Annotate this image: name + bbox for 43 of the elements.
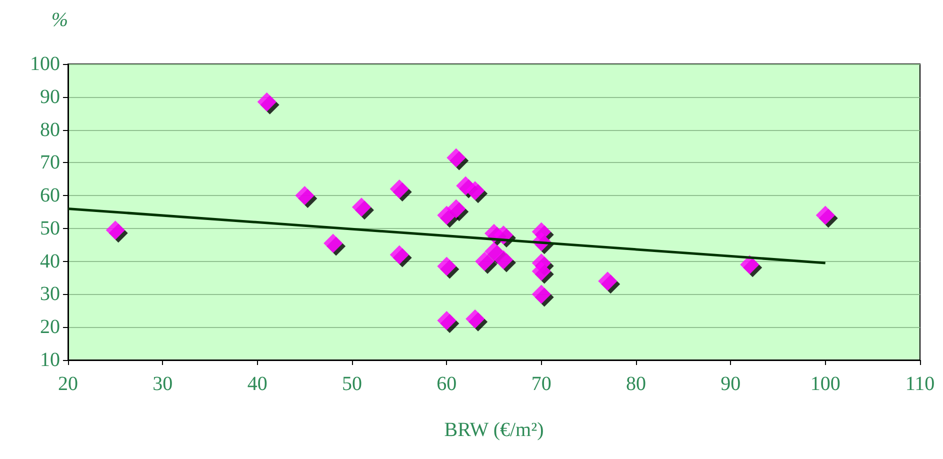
y-tick-label: 10	[40, 349, 60, 371]
x-tick-label: 30	[152, 373, 173, 395]
x-tick-label: 60	[436, 373, 457, 395]
x-tick-label: 50	[342, 373, 362, 395]
x-tick-label: 100	[810, 373, 840, 395]
x-tick-label: 40	[247, 373, 268, 395]
y-tick-label: 30	[40, 283, 60, 306]
y-tick-label: 70	[40, 152, 60, 174]
point	[494, 250, 513, 270]
point	[295, 186, 314, 206]
y-tick-label: 100	[30, 53, 60, 75]
point	[437, 256, 456, 276]
point	[390, 179, 409, 198]
point	[446, 148, 466, 168]
point	[816, 206, 835, 225]
point	[532, 262, 551, 281]
x-tick-label: 90	[720, 373, 741, 395]
point	[475, 252, 494, 271]
point	[466, 181, 485, 200]
point	[484, 242, 504, 261]
y-tick-label: 60	[40, 184, 60, 207]
point	[257, 92, 276, 112]
x-tick-label: 20	[58, 373, 78, 395]
y-tick-label: 20	[40, 316, 60, 338]
y-tick-label: 50	[40, 217, 60, 240]
x-tick-label: 80	[626, 373, 646, 395]
point	[352, 198, 371, 217]
point	[324, 234, 343, 253]
point	[446, 199, 466, 218]
point	[598, 272, 618, 291]
point	[437, 311, 456, 330]
y-axis-title: %	[51, 9, 68, 31]
point	[532, 284, 551, 304]
point	[106, 220, 125, 240]
x-axis-title: BRW (€/m²)	[444, 419, 544, 441]
y-tick-label: 80	[40, 118, 60, 141]
y-tick-label: 40	[40, 250, 60, 272]
point	[466, 309, 485, 328]
point	[390, 245, 409, 264]
x-tick-label: 70	[531, 373, 552, 395]
y-tick-label: 90	[40, 86, 60, 108]
point	[740, 255, 760, 274]
x-tick-label: 110	[905, 373, 935, 395]
